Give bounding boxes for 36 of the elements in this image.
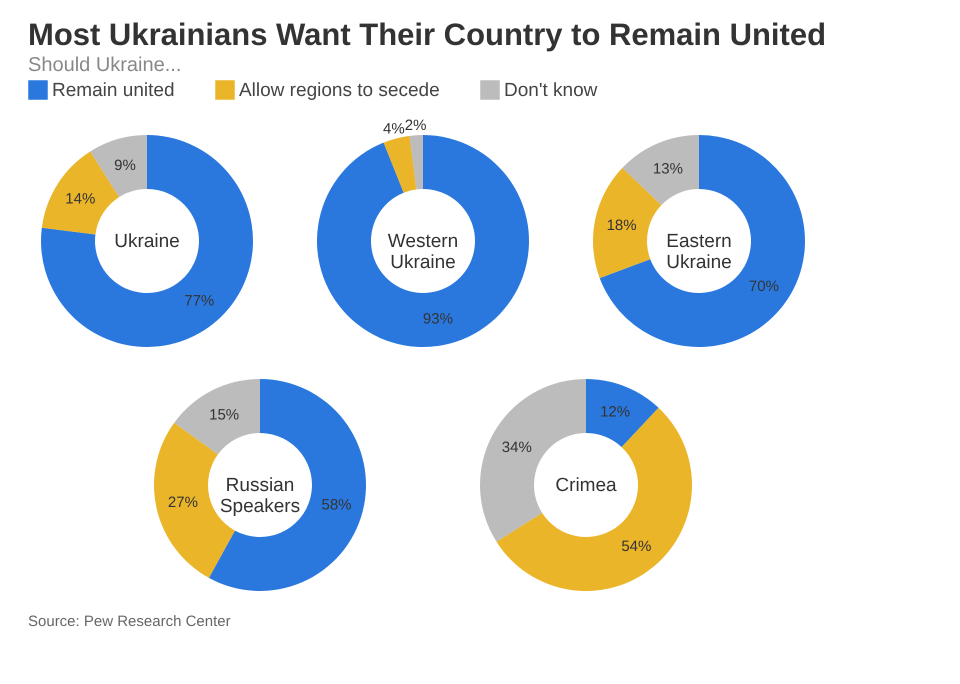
data-label: 34% — [502, 438, 532, 456]
data-label: 14% — [65, 190, 96, 208]
data-label: 15% — [209, 406, 240, 424]
data-label: 13% — [652, 160, 683, 178]
data-label: 93% — [422, 310, 453, 328]
donut-slice — [41, 135, 253, 347]
data-label: 58% — [322, 496, 352, 514]
donut-slice — [586, 379, 659, 448]
text: Russian Speakers — [220, 475, 300, 517]
text: Crimea — [555, 475, 618, 496]
legend-label: Allow regions to secede — [239, 80, 440, 101]
donut-slice — [622, 135, 699, 206]
legend-label: Don't know — [504, 80, 598, 101]
data-label: 18% — [606, 217, 637, 234]
donut-slice — [496, 408, 692, 591]
data-label: 4% — [383, 120, 405, 138]
donut-slice — [384, 136, 416, 193]
text: Ukraine — [114, 231, 180, 252]
donut-slice — [317, 135, 529, 347]
donut-slice — [600, 135, 805, 347]
data-label: 77% — [184, 292, 214, 310]
data-label: 27% — [168, 494, 198, 512]
text: Eastern Ukraine — [666, 231, 732, 273]
data-label: 2% — [404, 117, 426, 134]
data-label: 54% — [621, 538, 652, 555]
legend-label: Remain united — [52, 80, 175, 101]
donut-slice — [174, 379, 260, 454]
data-label: 70% — [748, 278, 779, 296]
chart-title: Most Ukrainians Want Their Country to Remain United — [28, 17, 826, 52]
data-label: 9% — [114, 157, 136, 174]
donut-slice — [208, 379, 366, 591]
source-note: Source: Pew Research Center — [28, 613, 231, 630]
donut-slice — [410, 135, 423, 190]
chart-subtitle: Should Ukraine... — [28, 54, 182, 76]
data-label: 12% — [600, 404, 630, 421]
text: Western Ukraine — [388, 231, 458, 273]
